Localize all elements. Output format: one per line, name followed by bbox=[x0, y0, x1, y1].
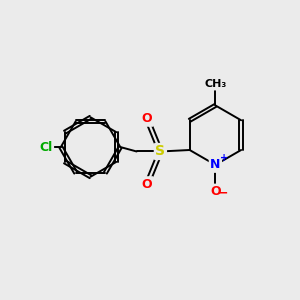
Text: N: N bbox=[210, 158, 220, 171]
Text: −: − bbox=[218, 187, 228, 200]
Text: +: + bbox=[220, 153, 228, 163]
Text: S: S bbox=[155, 145, 165, 158]
Text: O: O bbox=[142, 178, 152, 191]
Text: O: O bbox=[142, 112, 152, 125]
Text: Cl: Cl bbox=[39, 140, 52, 154]
Text: O: O bbox=[210, 185, 221, 198]
Text: CH₃: CH₃ bbox=[204, 79, 226, 89]
